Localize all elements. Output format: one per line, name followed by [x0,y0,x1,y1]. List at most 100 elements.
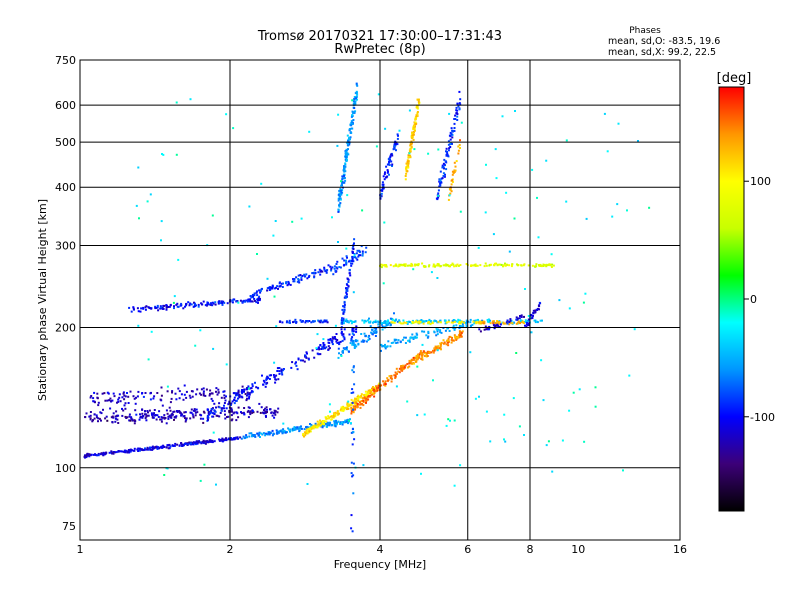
data-point [494,322,497,324]
data-point [352,327,355,330]
data-point [439,182,442,185]
data-point [259,290,262,292]
data-point [410,142,413,145]
data-point [495,177,498,180]
data-point [454,165,457,168]
data-point [222,407,225,410]
data-point [296,368,299,371]
data-point [223,301,226,304]
data-point [165,422,168,425]
data-point [477,321,480,324]
data-point [169,445,172,448]
data-point [458,334,460,337]
data-point [349,342,352,345]
data-point [89,418,92,421]
data-point [337,347,340,350]
data-point [160,394,163,397]
data-point [458,102,461,105]
data-point [361,252,364,255]
data-point [340,353,343,356]
data-point [183,384,186,387]
data-point [174,416,177,419]
data-point [356,84,359,87]
data-point [345,151,347,154]
data-point [217,391,220,394]
data-point [141,416,144,419]
data-point [350,398,353,401]
data-point [269,431,272,434]
data-point [190,411,193,414]
data-point [368,317,370,320]
data-point [412,138,415,141]
data-point [394,142,397,145]
data-point [215,483,217,486]
data-point [460,121,463,124]
data-point [245,399,248,402]
data-point [411,322,414,324]
data-point [151,413,153,416]
data-point [416,321,419,324]
data-point [338,343,341,346]
data-point [416,98,419,101]
data-point [165,308,168,311]
data-point [358,251,361,254]
data-point [344,320,347,323]
data-point [275,325,278,328]
data-point [235,300,238,303]
data-point [231,400,234,403]
data-point [310,321,313,324]
x-axis-label: Frequency [MHz] [334,558,426,571]
data-point [431,322,434,325]
data-point [435,327,438,330]
data-point [391,154,394,157]
data-point [136,307,139,310]
data-point [426,351,429,354]
data-point [205,388,208,391]
data-point [353,344,356,346]
data-point [416,336,418,339]
data-point [334,423,337,426]
data-point [386,377,389,380]
data-point [166,467,169,470]
data-point [276,285,279,288]
data-point [473,264,476,267]
data-point [292,280,295,283]
data-point [405,168,408,171]
data-point [393,145,396,148]
data-point [213,409,216,412]
data-point [321,420,324,423]
data-point [262,432,265,435]
data-point [406,264,409,267]
data-point [123,398,126,401]
data-point [235,394,237,397]
data-point [527,318,530,321]
data-point [412,125,415,127]
data-point [352,342,355,345]
data-point [317,346,320,349]
data-point [633,328,636,331]
data-point [371,389,373,392]
data-point [469,321,472,324]
data-point [92,419,94,422]
data-point [221,302,224,305]
data-point [340,191,343,194]
data-point [379,321,382,324]
data-point [304,354,306,357]
data-point [169,416,172,419]
data-point [390,374,393,377]
data-point [278,285,281,288]
data-point [232,412,235,415]
data-point [459,103,462,106]
data-point [457,145,460,148]
data-point [345,287,347,290]
data-point [180,443,183,446]
data-point [291,361,294,364]
data-point [348,333,351,336]
data-point [384,343,386,346]
data-point [390,377,393,380]
data-point [92,400,95,403]
y-axis-label: Stationary phase Virtual Height [km] [36,199,49,401]
data-point [459,335,462,338]
data-point [297,274,300,277]
data-point [383,173,386,176]
